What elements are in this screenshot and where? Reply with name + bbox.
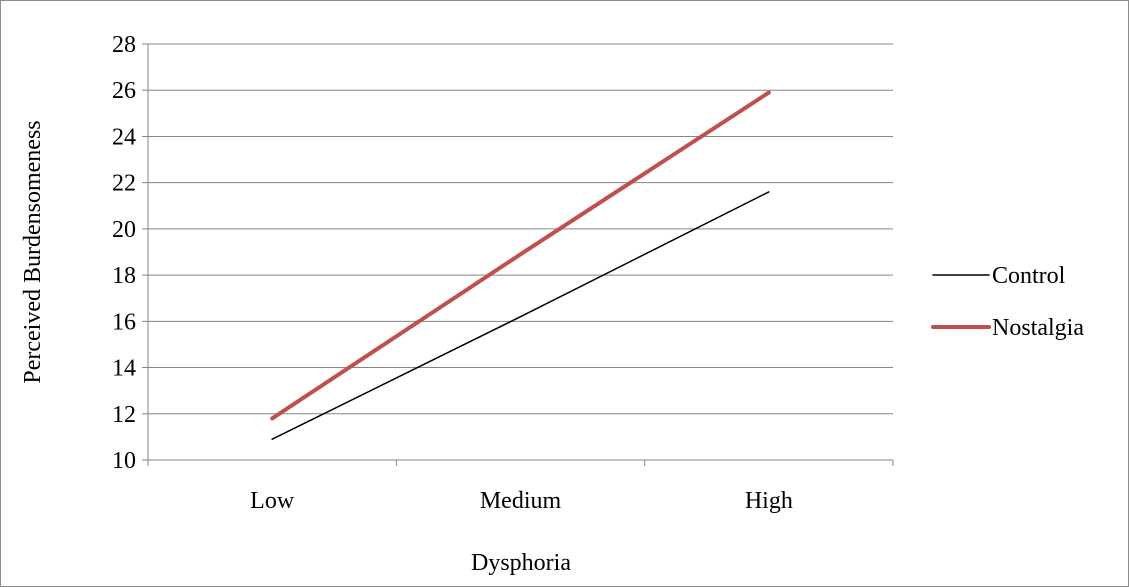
- x-tick-labels: Low Medium High: [250, 488, 793, 514]
- series-lines: [270, 90, 771, 440]
- legend: Control Nostalgia: [931, 263, 1084, 341]
- y-tick-label: 24: [112, 124, 136, 150]
- y-tick-label: 20: [112, 217, 136, 243]
- grid-lines: [148, 43, 893, 415]
- series-line-nostalgia: [270, 90, 771, 421]
- y-tick-labels: 10 12 14 16 18 20 22 24 26 28: [112, 32, 136, 474]
- legend-label: Nostalgia: [992, 315, 1084, 341]
- y-tick-label: 12: [112, 402, 136, 428]
- y-tick-label: 10: [112, 448, 136, 474]
- x-tick-label: Low: [250, 488, 295, 514]
- x-tick-label: High: [745, 488, 793, 514]
- x-axis-title: Dysphoria: [471, 550, 571, 576]
- y-tick-label: 28: [112, 32, 136, 58]
- y-tick-label: 16: [112, 309, 136, 335]
- y-tick-label: 22: [112, 171, 136, 197]
- y-tick-label: 18: [112, 263, 136, 289]
- series-line-control: [271, 191, 770, 440]
- y-tick-label: 14: [112, 356, 136, 382]
- axes: [142, 43, 894, 466]
- y-axis-title: Perceived Burdensomeness: [20, 120, 46, 383]
- legend-label: Control: [992, 263, 1066, 289]
- x-tick-label: Medium: [480, 488, 562, 514]
- y-tick-label: 26: [112, 78, 136, 104]
